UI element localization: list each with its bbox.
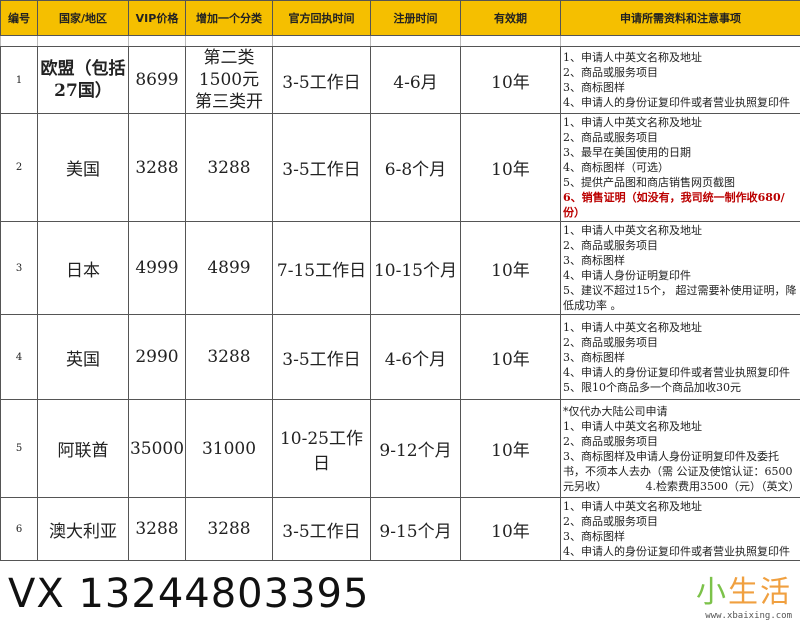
country-cell: 澳大利亚	[38, 498, 129, 561]
note-line: 2、商品或服务项目	[563, 434, 798, 449]
reply-time-cell: 3-5工作日	[273, 315, 371, 400]
note-line: 5、建议不超过15个， 超过需要补使用证明，降低成功率 。	[563, 283, 798, 313]
vip-price-cell: 35000	[129, 400, 186, 498]
note-line: 4、申请人身份证明复印件	[563, 268, 798, 283]
registration-time-cell: 9-15个月	[371, 498, 461, 561]
extra-class-cell: 第二类1500元第三类开	[186, 47, 273, 114]
site-logo: 小生活 www.xbaixing.com	[696, 567, 792, 621]
note-line: 1、申请人中英文名称及地址	[563, 320, 798, 335]
note-line: 1、申请人中英文名称及地址	[563, 115, 798, 130]
trademark-price-table: 编号 国家/地区 VIP价格 增加一个分类 官方回执时间 注册时间 有效期 申请…	[0, 0, 800, 561]
country-cell: 英国	[38, 315, 129, 400]
registration-time-cell: 4-6个月	[371, 315, 461, 400]
note-line: 3、最早在美国使用的日期	[563, 145, 798, 160]
note-line: 2、商品或服务项目	[563, 130, 798, 145]
reply-time-cell: 3-5工作日	[273, 114, 371, 222]
extra-class-cell: 31000	[186, 400, 273, 498]
header-no: 编号	[1, 1, 38, 36]
country-cell: 欧盟（包括27国）	[38, 47, 129, 114]
note-line: 2、商品或服务项目	[563, 335, 798, 350]
country-cell: 日本	[38, 222, 129, 315]
note-line: 2、商品或服务项目	[563, 238, 798, 253]
spacer-row	[1, 36, 800, 47]
extra-class-cell: 3288	[186, 498, 273, 561]
validity-cell: 10年	[461, 400, 561, 498]
header-extra: 增加一个分类	[186, 1, 273, 36]
note-line: 3、商标图样	[563, 529, 798, 544]
header-reg: 注册时间	[371, 1, 461, 36]
row-number: 4	[1, 315, 38, 400]
note-line: 4、申请人的身份证复印件或者营业执照复印件	[563, 544, 798, 559]
vip-price-cell: 4999	[129, 222, 186, 315]
note-line: 1、申请人中英文名称及地址	[563, 223, 798, 238]
note-line: 5、限10个商品多一个商品加收30元	[563, 380, 798, 395]
header-vip: VIP价格	[129, 1, 186, 36]
header-country: 国家/地区	[38, 1, 129, 36]
extra-class-cell: 4899	[186, 222, 273, 315]
extra-class-cell: 3288	[186, 114, 273, 222]
row-number: 3	[1, 222, 38, 315]
note-line: 2、商品或服务项目	[563, 65, 798, 80]
note-line: 1、申请人中英文名称及地址	[563, 50, 798, 65]
header-reply: 官方回执时间	[273, 1, 371, 36]
note-line: 4、商标图样（可选）	[563, 160, 798, 175]
note-line: 2、商品或服务项目	[563, 514, 798, 529]
logo-url: www.xbaixing.com	[696, 611, 792, 621]
note-line: 3、商标图样及申请人身份证明复印件及委托书，不须本人去办（需 公证及使馆认证：6…	[563, 449, 798, 494]
note-line: 1、申请人中英文名称及地址	[563, 499, 798, 514]
logo-text-a: 小	[696, 575, 728, 610]
note-line: *仅代办大陆公司申请	[563, 404, 798, 419]
row-number: 2	[1, 114, 38, 222]
footer-strip: VX 13244803395 小生活 www.xbaixing.com	[0, 561, 800, 627]
note-line: 3、商标图样	[563, 350, 798, 365]
country-cell: 美国	[38, 114, 129, 222]
row-number: 6	[1, 498, 38, 561]
registration-time-cell: 10-15个月	[371, 222, 461, 315]
reply-time-cell: 3-5工作日	[273, 47, 371, 114]
validity-cell: 10年	[461, 114, 561, 222]
vip-price-cell: 2990	[129, 315, 186, 400]
validity-cell: 10年	[461, 47, 561, 114]
reply-time-cell: 3-5工作日	[273, 498, 371, 561]
note-line: 3、商标图样	[563, 80, 798, 95]
validity-cell: 10年	[461, 315, 561, 400]
registration-time-cell: 6-8个月	[371, 114, 461, 222]
row-number: 5	[1, 400, 38, 498]
vip-price-cell: 8699	[129, 47, 186, 114]
validity-cell: 10年	[461, 498, 561, 561]
note-line: 5、提供产品图和商店销售网页截图	[563, 175, 798, 190]
note-line: 1、申请人中英文名称及地址	[563, 419, 798, 434]
header-valid: 有效期	[461, 1, 561, 36]
row-number: 1	[1, 47, 38, 114]
registration-time-cell: 4-6月	[371, 47, 461, 114]
note-line: 4、申请人的身份证复印件或者营业执照复印件	[563, 95, 798, 110]
validity-cell: 10年	[461, 222, 561, 315]
reply-time-cell: 7-15工作日	[273, 222, 371, 315]
country-cell: 阿联酋	[38, 400, 129, 498]
vip-price-cell: 3288	[129, 498, 186, 561]
header-row: 编号 国家/地区 VIP价格 增加一个分类 官方回执时间 注册时间 有效期 申请…	[1, 1, 800, 36]
extra-class-cell: 3288	[186, 315, 273, 400]
watermark: VX 13244803395	[8, 571, 369, 617]
header-notes: 申请所需资料和注意事项	[561, 1, 800, 36]
registration-time-cell: 9-12个月	[371, 400, 461, 498]
note-line-red: 6、销售证明（如没有，我司统一制作收680/份）	[563, 190, 798, 220]
vip-price-cell: 3288	[129, 114, 186, 222]
note-line: 3、商标图样	[563, 253, 798, 268]
note-line: 4、申请人的身份证复印件或者营业执照复印件	[563, 365, 798, 380]
logo-text-b: 生活	[728, 575, 792, 610]
reply-time-cell: 10-25工作日	[273, 400, 371, 498]
